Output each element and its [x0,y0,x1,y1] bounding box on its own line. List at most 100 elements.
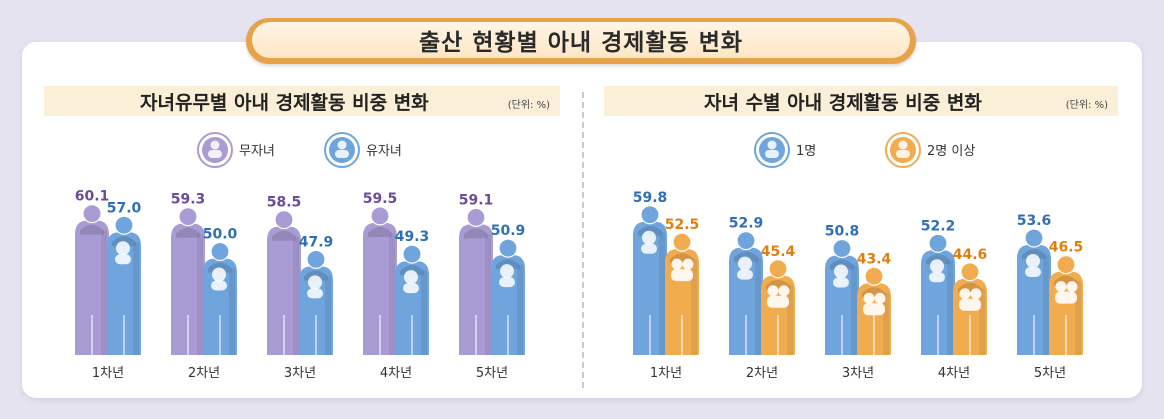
bar-2 [857,266,891,355]
baby-head-shape [970,288,982,300]
head-shape [82,204,102,224]
bar-group: 53.6 46.5 5차년 [1017,213,1084,381]
head-shape [640,205,660,225]
left-chart-title: 자녀유무별 아내 경제활동 비중 변화 [140,91,429,114]
shoulder-shape [176,227,200,238]
baby-body-shape [1055,291,1077,304]
bar-shade [197,233,203,355]
bar-group: 59.5 49.3 4차년 [363,191,430,381]
bar-2 [953,262,987,355]
value-label: 47.9 [299,234,334,250]
head-shape [928,233,948,253]
bar-group: 59.3 50.0 2차년 [171,192,238,381]
value-label: 58.5 [267,195,302,211]
baby-body-shape [959,298,981,311]
head-shape [402,244,422,264]
legend-item: 무자녀 [197,132,275,168]
bar-group: 58.5 47.9 3차년 [267,195,334,381]
legend-label: 유자녀 [366,144,402,159]
value-label: 57.0 [107,200,142,216]
value-label: 60.1 [75,189,110,205]
chart-divider [582,92,584,388]
bar-body [203,258,237,355]
bar-body [171,223,205,355]
baby-head-shape [642,230,656,245]
head-shape [114,215,134,235]
baby-head-shape [738,256,752,271]
bar-1 [1017,228,1051,355]
bar-2 [107,215,141,355]
baby-head-shape [116,241,130,256]
bar-2 [491,238,525,355]
baby-body-shape [641,243,657,254]
right-chart: 59.8 52.5 1차년 52.9 45.4 2차년 50.8 43.4 3차년 52.2 44.… [633,132,1084,382]
bar-shade [485,234,491,355]
legend-item: 유자녀 [324,132,402,168]
shoulder-shape [272,230,296,241]
legend-icon-head [210,140,220,150]
baby-body-shape [767,295,789,308]
bar-shade [229,268,235,355]
bar-2 [395,244,429,355]
baby-head-shape [959,288,971,300]
bar-body [363,222,397,355]
bar-1 [171,207,205,355]
bar-2 [299,249,333,355]
left-chart: 60.157.0 1차년 59.3 50.0 2차년 58.5 47.9 3차년 59.5 49.… [75,132,526,381]
bar-1 [459,207,493,355]
baby-head-shape [308,275,322,290]
head-shape [864,266,884,286]
legend-icon-body [335,150,349,158]
legend-item: 1명 [754,132,816,168]
head-shape [736,231,756,251]
bar-body [633,221,667,355]
category-label: 3차년 [284,366,316,381]
left-chart-unit: (단위: %) [507,100,550,111]
right-chart-title: 자녀 수별 아내 경제활동 비중 변화 [704,91,982,114]
bar-body [107,232,141,355]
bar-shade [883,293,889,355]
legend-icon-head [337,140,347,150]
baby-head-shape [500,264,514,279]
head-shape [210,241,230,262]
baby-body-shape [737,269,753,280]
head-shape [370,206,390,226]
bar-body [459,224,493,355]
bar-shade [517,265,523,355]
bar-shade [1043,255,1049,355]
baby-head-shape [930,259,944,274]
value-label: 50.8 [825,224,860,240]
bar-1 [633,205,667,355]
bar-1 [267,210,301,355]
bar-group: 50.8 43.4 3차년 [825,224,892,382]
baby-head-shape [404,270,418,285]
baby-head-shape [874,292,886,304]
baby-head-shape [863,292,875,304]
value-label: 49.3 [395,229,430,245]
shoulder-shape [80,224,104,235]
bar-shade [293,236,299,355]
category-label: 2차년 [746,366,778,381]
baby-body-shape [863,303,885,316]
head-shape [960,262,980,282]
category-label: 5차년 [476,366,508,381]
baby-head-shape [778,285,790,297]
baby-body-shape [671,269,693,282]
value-label: 46.5 [1049,240,1084,256]
bar-shade [133,242,139,355]
value-label: 44.6 [953,247,988,263]
category-label: 4차년 [380,366,412,381]
legend-label: 1명 [796,144,816,159]
shoulder-shape [464,228,488,239]
value-label: 59.5 [363,191,398,207]
baby-head-shape [834,264,848,279]
value-label: 53.6 [1017,213,1052,229]
legend-icon-body [208,150,222,158]
bar-1 [921,233,955,355]
bar-group: 59.1 50.9 5차년 [459,192,526,381]
bar-shade [787,285,793,355]
bar-shade [659,231,665,355]
baby-body-shape [403,283,419,294]
value-label: 45.4 [761,244,796,260]
